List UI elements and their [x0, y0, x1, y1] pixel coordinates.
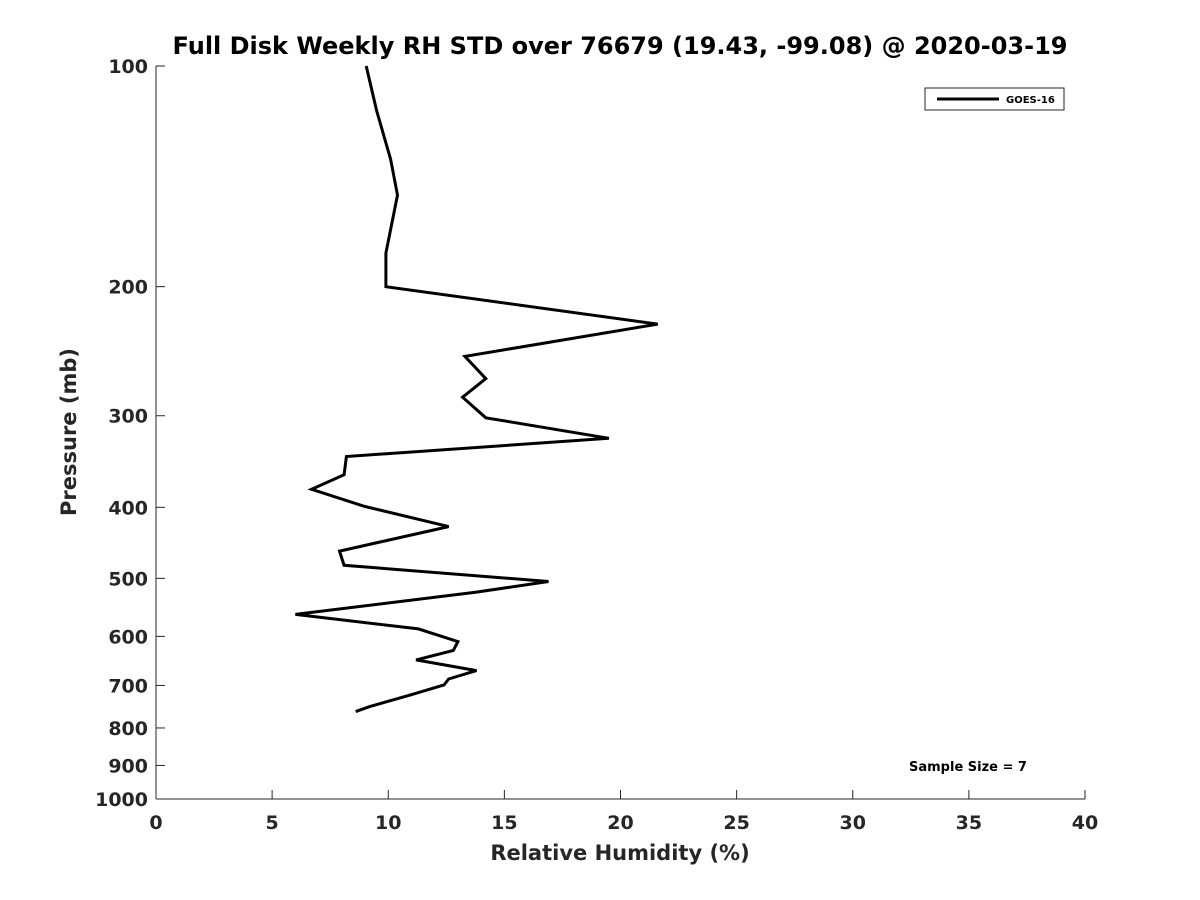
x-axis-label: Relative Humidity (%) [490, 841, 749, 865]
sample-size-annotation: Sample Size = 7 [909, 760, 1027, 775]
x-tick-label: 40 [1072, 812, 1098, 834]
x-tick-label: 5 [266, 812, 279, 834]
y-tick-label: 800 [108, 718, 148, 740]
x-tick-label: 20 [607, 812, 633, 834]
y-tick-label: 200 [108, 277, 148, 299]
x-tick-label: 25 [723, 812, 749, 834]
y-axis-ticks: 100 200 300 400 500 600 700 800 900 1000 [95, 56, 165, 811]
axes [155, 66, 1085, 800]
y-tick-label: 300 [108, 406, 148, 428]
series-group [295, 65, 658, 714]
legend: GOES-16 [924, 87, 1065, 111]
x-tick-label: 30 [840, 812, 866, 834]
x-tick-label: 0 [149, 812, 162, 834]
y-tick-label: 400 [108, 497, 148, 519]
y-tick-label: 500 [108, 568, 148, 590]
y-tick-label: 700 [108, 675, 148, 697]
y-tick-label: 1000 [95, 789, 148, 811]
series-line-goes-16 [295, 65, 658, 714]
x-tick-label: 15 [491, 812, 517, 834]
y-axis-label: Pressure (mb) [57, 348, 81, 516]
x-tick-label: 35 [956, 812, 982, 834]
legend-entry-goes16: GOES-16 [1006, 95, 1055, 106]
y-tick-label: 900 [108, 755, 148, 777]
y-tick-label: 100 [108, 56, 148, 78]
x-axis-ticks: 0 5 10 15 20 25 30 35 40 [149, 790, 1098, 834]
x-tick-label: 10 [375, 812, 401, 834]
y-tick-label: 600 [108, 626, 148, 648]
chart-title: Full Disk Weekly RH STD over 76679 (19.4… [173, 32, 1068, 60]
